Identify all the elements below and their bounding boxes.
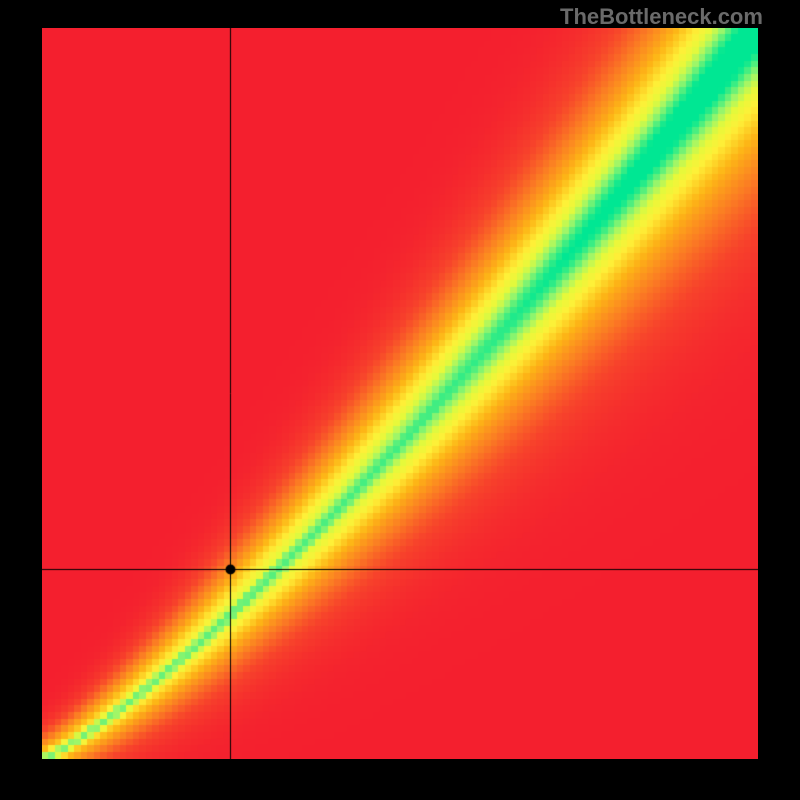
watermark-text: TheBottleneck.com	[560, 4, 763, 30]
bottleneck-heatmap	[42, 28, 758, 759]
